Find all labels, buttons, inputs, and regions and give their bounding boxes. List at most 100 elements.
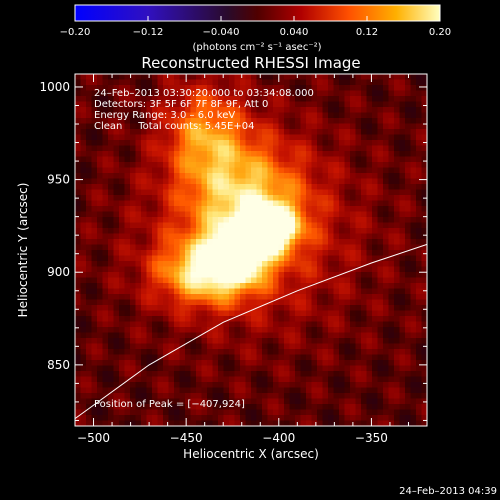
heatmap-cell bbox=[108, 349, 114, 355]
heatmap-cell bbox=[322, 96, 329, 102]
heatmap-cell bbox=[383, 277, 389, 284]
heatmap-cell bbox=[289, 294, 296, 300]
heatmap-cell bbox=[256, 195, 263, 201]
heatmap-cell bbox=[372, 173, 378, 179]
heatmap-cell bbox=[366, 195, 373, 201]
heatmap-cell bbox=[339, 156, 345, 163]
heatmap-cell bbox=[108, 365, 114, 372]
heatmap-cell bbox=[168, 294, 175, 300]
heatmap-cell bbox=[234, 261, 241, 267]
heatmap-cell bbox=[119, 134, 125, 141]
heatmap-cell bbox=[146, 266, 153, 273]
heatmap-cell bbox=[421, 360, 428, 366]
heatmap-cell bbox=[108, 354, 114, 361]
heatmap-cell bbox=[339, 404, 345, 410]
heatmap-cell bbox=[157, 162, 164, 168]
heatmap-cell bbox=[157, 145, 164, 152]
heatmap-cell bbox=[86, 354, 92, 361]
heatmap-cell bbox=[196, 145, 202, 152]
heatmap-cell bbox=[377, 288, 384, 295]
heatmap-cell bbox=[344, 140, 351, 146]
heatmap-cell bbox=[218, 409, 224, 416]
heatmap-cell bbox=[273, 250, 279, 256]
colorbar-ticks: −0.20 −0.12 −0.040 0.040 0.12 0.20 bbox=[60, 16, 451, 38]
heatmap-cell bbox=[311, 206, 318, 212]
heatmap-cell bbox=[410, 195, 417, 201]
heatmap-cell bbox=[355, 112, 362, 119]
heatmap-cell bbox=[157, 96, 164, 102]
heatmap-cell bbox=[322, 206, 329, 212]
heatmap-cell bbox=[201, 376, 208, 383]
heatmap-cell bbox=[300, 294, 307, 300]
heatmap-cell bbox=[267, 140, 274, 146]
heatmap-cell bbox=[168, 85, 175, 91]
heatmap-cell bbox=[284, 332, 290, 339]
heatmap-cell bbox=[350, 228, 356, 234]
heatmap-cell bbox=[179, 283, 186, 289]
heatmap-cell bbox=[102, 332, 109, 339]
heatmap-cell bbox=[108, 277, 114, 284]
heatmap-cell bbox=[234, 283, 241, 289]
heatmap-cell bbox=[135, 173, 142, 179]
heatmap-cell bbox=[218, 283, 224, 289]
heatmap-cell bbox=[278, 338, 285, 344]
heatmap-cell bbox=[251, 211, 257, 218]
heatmap-cell bbox=[388, 338, 395, 344]
heatmap-cell bbox=[196, 305, 202, 311]
heatmap-cell bbox=[295, 316, 301, 322]
heatmap-cell bbox=[157, 420, 164, 427]
heatmap-cell bbox=[185, 211, 191, 218]
heatmap-cell bbox=[75, 404, 81, 410]
heatmap-cell bbox=[394, 266, 400, 273]
heatmap-cell bbox=[284, 371, 290, 377]
heatmap-cell bbox=[212, 327, 219, 333]
heatmap-cell bbox=[124, 129, 131, 135]
heatmap-cell bbox=[344, 222, 351, 229]
heatmap-cell bbox=[394, 90, 400, 97]
heatmap-cell bbox=[311, 85, 318, 91]
heatmap-cell bbox=[251, 134, 257, 141]
heatmap-cell bbox=[130, 415, 136, 421]
heatmap-cell bbox=[372, 371, 378, 377]
heatmap-cell bbox=[157, 343, 164, 350]
heatmap-cell bbox=[366, 299, 373, 306]
heatmap-cell bbox=[372, 255, 378, 262]
heatmap-cell bbox=[75, 272, 81, 278]
heatmap-cell bbox=[152, 206, 158, 212]
heatmap-cell bbox=[152, 211, 158, 218]
heatmap-cell bbox=[328, 123, 334, 130]
heatmap-cell bbox=[75, 96, 81, 102]
heatmap-cell bbox=[196, 360, 202, 366]
heatmap-cell bbox=[333, 354, 340, 361]
heatmap-cell bbox=[289, 79, 296, 86]
heatmap-cell bbox=[168, 145, 175, 152]
heatmap-cell bbox=[311, 283, 318, 289]
heatmap-cell bbox=[240, 398, 246, 405]
heatmap-cell bbox=[240, 338, 246, 344]
heatmap-cell bbox=[234, 404, 241, 410]
heatmap-cell bbox=[102, 151, 109, 157]
heatmap-cell bbox=[256, 140, 263, 146]
heatmap-cell bbox=[300, 206, 307, 212]
heatmap-cell bbox=[328, 107, 334, 113]
heatmap-cell bbox=[234, 365, 241, 372]
heatmap-cell bbox=[278, 90, 285, 97]
heatmap-cell bbox=[86, 277, 92, 284]
heatmap-cell bbox=[75, 129, 81, 135]
heatmap-cell bbox=[350, 123, 356, 130]
heatmap-cell bbox=[179, 222, 186, 229]
heatmap-cell bbox=[124, 79, 131, 86]
heatmap-cell bbox=[174, 228, 180, 234]
heatmap-cell bbox=[344, 321, 351, 328]
heatmap-cell bbox=[256, 151, 263, 157]
heatmap-cell bbox=[185, 321, 191, 328]
heatmap-cell bbox=[262, 217, 268, 223]
heatmap-cell bbox=[97, 145, 103, 152]
heatmap-cell bbox=[86, 327, 92, 333]
heatmap-cell bbox=[119, 74, 125, 80]
heatmap-cell bbox=[339, 123, 345, 130]
heatmap-cell bbox=[124, 365, 131, 372]
heatmap-cell bbox=[86, 250, 92, 256]
heatmap-cell bbox=[86, 162, 92, 168]
heatmap-cell bbox=[267, 211, 274, 218]
